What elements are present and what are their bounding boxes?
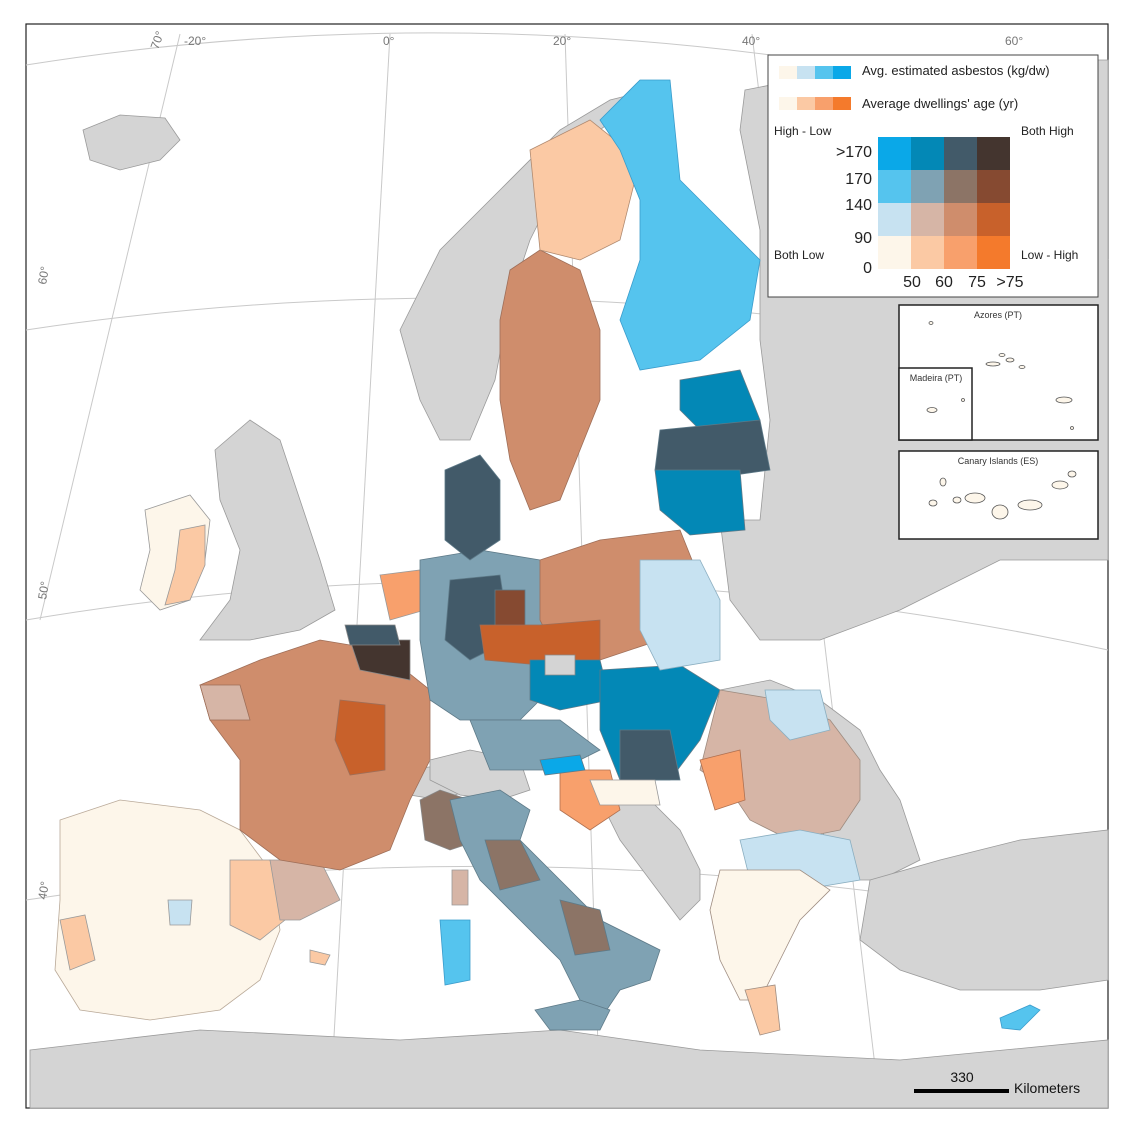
region-sardinia (439, 919, 471, 986)
matrix-cell-r4-c3 (944, 236, 977, 269)
region-greece (709, 869, 831, 1001)
inset-madeira-box (898, 367, 973, 441)
graticule-label-top-3: 0° (383, 34, 395, 48)
corner-both-high: Both High (1021, 124, 1074, 138)
matrix-cell-r1-c4 (977, 137, 1010, 170)
inset-azores-madeira: Azores (PT) Madeira (PT) (898, 304, 1099, 441)
region-catalonia (229, 859, 286, 941)
age-swatch-4 (833, 97, 851, 110)
matrix-cell-r1-c1 (878, 137, 911, 170)
matrix-cell-r3-c2 (911, 203, 944, 236)
graticule-label-left-1: 60° (35, 265, 52, 285)
region-brittany (199, 684, 251, 721)
region-italy-south (559, 899, 611, 956)
matrix-cell-r4-c2 (911, 236, 944, 269)
inset-canary: Canary Islands (ES) (898, 450, 1099, 540)
region-romania-ne (764, 689, 831, 741)
inset-azores-label: Azores (PT) (974, 310, 1022, 320)
region-poland-east (639, 559, 721, 671)
age-swatch-3 (815, 97, 833, 110)
region-romania-west (699, 749, 746, 811)
region-portugal-centre (59, 914, 96, 971)
matrix-cell-r3-c3 (944, 203, 977, 236)
age-swatch-1 (779, 97, 797, 110)
x-tick-3: 75 (968, 274, 986, 291)
y-tick-5: 0 (863, 260, 872, 277)
region-corsica (451, 869, 469, 906)
corner-both-low: Both Low (774, 248, 824, 262)
scalebar-unit: Kilometers (1014, 1080, 1080, 1096)
region-madrid (167, 899, 193, 926)
asbestos-legend-label: Avg. estimated asbestos (kg/dw) (862, 63, 1050, 78)
region-lithuania (654, 469, 746, 536)
region-balearic (309, 949, 331, 966)
graticule-label-top-6: 60° (1005, 34, 1023, 48)
matrix-cell-r3-c4 (977, 203, 1010, 236)
matrix-cell-r4-c1 (878, 236, 911, 269)
scalebar-value: 330 (950, 1069, 974, 1085)
corner-high-low: High - Low (774, 124, 832, 138)
matrix-cell-r1-c2 (911, 137, 944, 170)
region-italy-centre (484, 839, 541, 891)
age-swatch-2 (797, 97, 815, 110)
graticule-label-top-5: 40° (742, 34, 760, 48)
region-peloponnese (744, 984, 781, 1036)
asbestos-swatch-2 (797, 66, 815, 79)
region-ireland-east (164, 524, 206, 606)
graticule-label-top-2: -20° (184, 34, 206, 48)
graticule-label-left-2: 50° (35, 580, 52, 601)
region-sweden (499, 249, 601, 511)
region-hungary-south (619, 729, 681, 781)
graticule-label-left-3: 40° (35, 880, 52, 901)
asbestos-swatch-4 (833, 66, 851, 79)
graticule-label-top-1: 70° (148, 29, 167, 51)
region-prague (544, 654, 576, 676)
region-france (199, 639, 431, 871)
matrix-cell-r2-c2 (911, 170, 944, 203)
y-tick-4: 90 (854, 230, 872, 247)
region-belgium-north (344, 624, 401, 646)
matrix-cell-r3-c1 (878, 203, 911, 236)
region-sicily (534, 999, 611, 1031)
matrix-cell-r2-c1 (878, 170, 911, 203)
matrix-cell-r1-c3 (944, 137, 977, 170)
y-tick-2: 170 (845, 171, 872, 188)
asbestos-swatch-3 (815, 66, 833, 79)
inset-canary-label: Canary Islands (ES) (958, 456, 1039, 466)
region-denmark (444, 454, 501, 561)
x-tick-1: 50 (903, 274, 921, 291)
y-tick-3: 140 (845, 197, 872, 214)
region-sweden-north (529, 119, 641, 261)
region-cyprus (999, 1004, 1041, 1031)
region-slovenia (539, 754, 586, 776)
region-finland (599, 79, 761, 371)
graticule-label-top-4: 20° (553, 34, 571, 48)
corner-low-high: Low - High (1021, 248, 1078, 262)
x-tick-2: 60 (935, 274, 953, 291)
graticule-labels: 70° -20° 0° 20° 40° 60° 60° 50° 40° (35, 29, 1023, 901)
age-swatch-row (779, 97, 851, 110)
legend: Avg. estimated asbestos (kg/dw) Average … (767, 54, 1099, 298)
inset-canary-box (898, 450, 1099, 540)
bivariate-matrix (878, 137, 1010, 269)
region-czechia-north (479, 619, 601, 666)
matrix-cell-r2-c3 (944, 170, 977, 203)
asbestos-swatch-1 (779, 66, 797, 79)
scalebar: 330 Kilometers (914, 1069, 1080, 1096)
y-tick-1: >170 (836, 144, 872, 161)
region-centre-france (334, 699, 386, 776)
region-croatia-east (589, 779, 661, 806)
asbestos-swatch-row (779, 66, 851, 79)
matrix-cell-r2-c4 (977, 170, 1010, 203)
region-iberia (54, 799, 281, 1021)
x-tick-4: >75 (996, 274, 1023, 291)
age-legend-label: Average dwellings' age (yr) (862, 96, 1018, 111)
matrix-cell-r4-c4 (977, 236, 1010, 269)
inset-madeira-label: Madeira (PT) (910, 373, 963, 383)
scalebar-bar (914, 1089, 1009, 1093)
